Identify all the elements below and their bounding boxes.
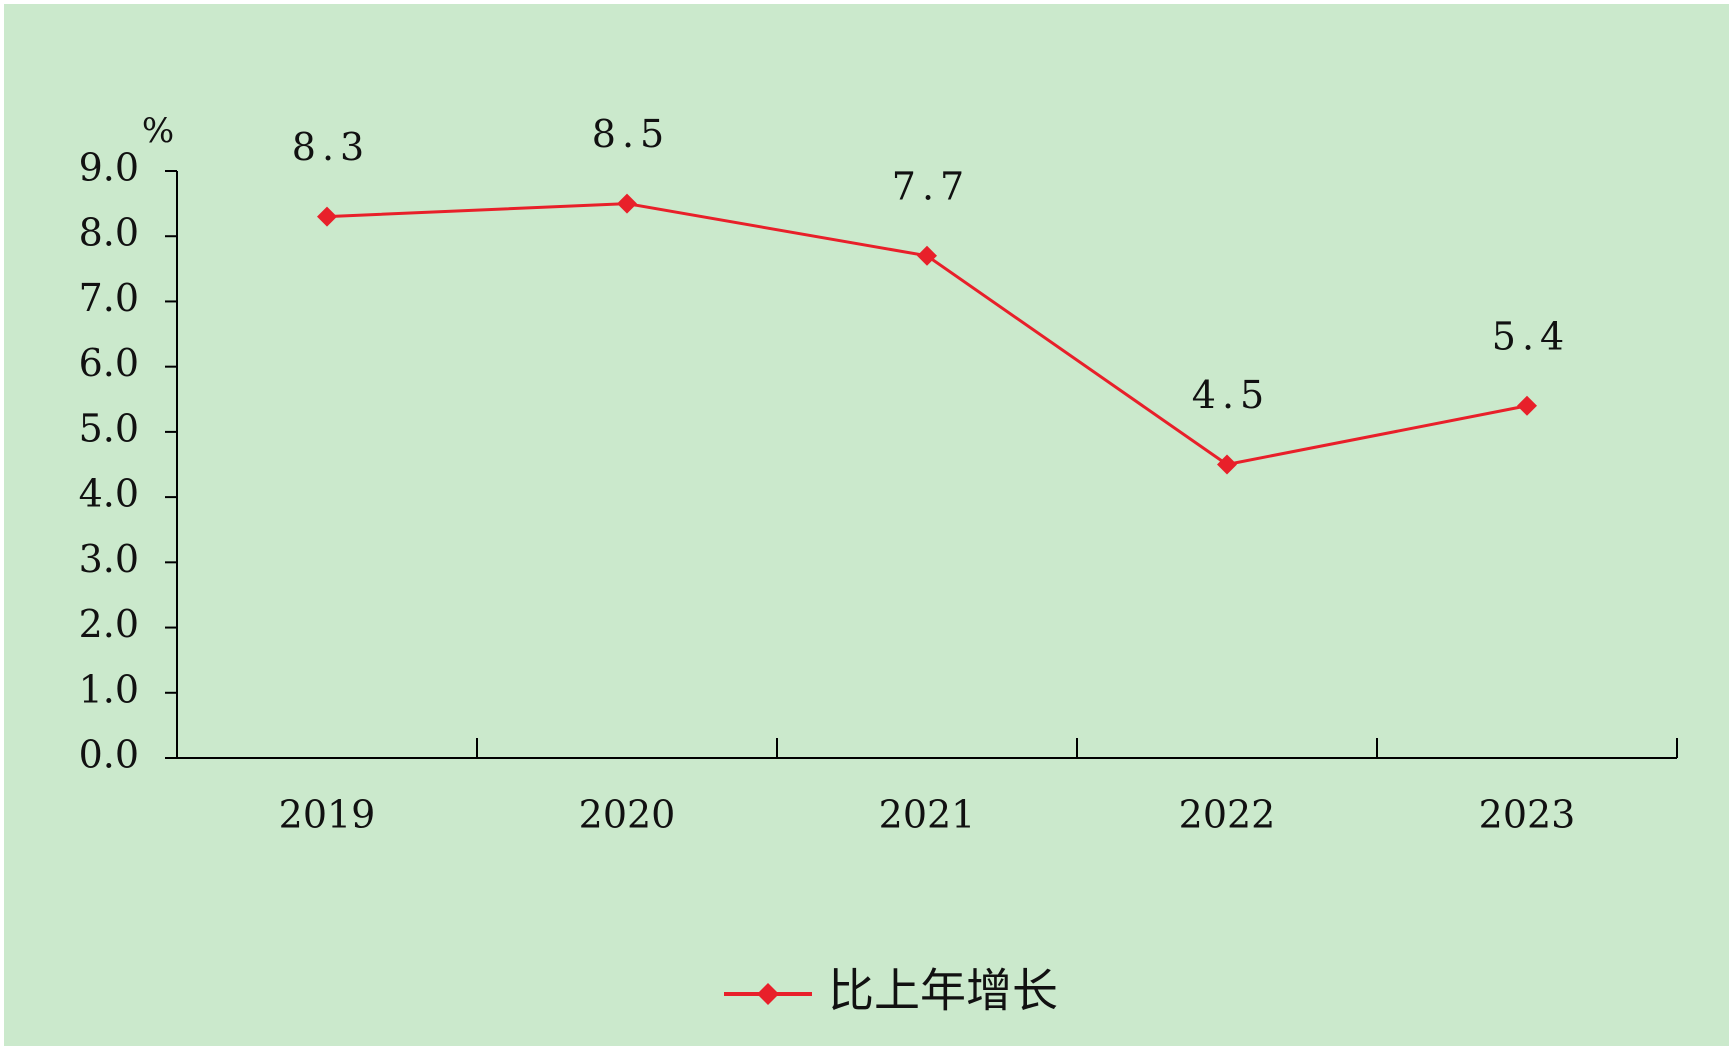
data-point — [317, 206, 337, 227]
y-tick-label: 0.0 — [79, 733, 139, 777]
y-tick-label: 8.0 — [79, 211, 139, 255]
x-tick-label: 2023 — [1479, 793, 1576, 837]
x-tick-label: 2022 — [1179, 793, 1276, 837]
data-point — [617, 193, 637, 214]
y-tick-label: 9.0 — [79, 146, 139, 190]
y-tick-label: 5.0 — [79, 406, 139, 450]
legend-marker — [757, 983, 779, 1005]
data-point — [1217, 454, 1237, 475]
data-label: 4.5 — [1192, 373, 1270, 417]
y-tick-label: 2.0 — [79, 602, 139, 646]
data-point — [1517, 395, 1537, 416]
legend-label: 比上年增长 — [828, 964, 1058, 1018]
y-unit: % — [142, 111, 174, 151]
y-tick-label: 3.0 — [79, 537, 139, 581]
data-point — [917, 245, 937, 266]
data-label: 8.3 — [292, 125, 370, 169]
y-tick-label: 7.0 — [79, 276, 139, 320]
y-tick-label: 4.0 — [79, 472, 139, 516]
x-tick-label: 2019 — [279, 793, 376, 837]
y-tick-label: 6.0 — [79, 341, 139, 385]
data-label: 7.7 — [892, 164, 970, 208]
x-tick-label: 2021 — [879, 793, 976, 837]
data-label: 5.4 — [1492, 314, 1570, 358]
chart-background — [4, 4, 1729, 1046]
data-label: 8.5 — [592, 112, 670, 156]
x-tick-label: 2020 — [579, 793, 676, 837]
y-tick-label: 1.0 — [79, 667, 139, 711]
